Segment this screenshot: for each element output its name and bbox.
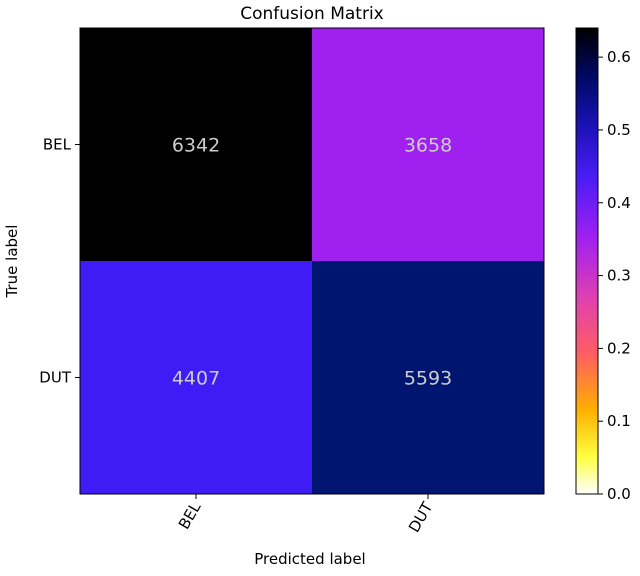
colorbar-tick-label: 0.6 bbox=[607, 48, 631, 66]
heatmap-value-labels: 6342 3658 4407 5593 bbox=[172, 135, 452, 390]
colorbar-tick-label: 0.4 bbox=[607, 194, 631, 212]
heatmap-cell-dut-dut bbox=[312, 261, 544, 494]
plot-frame bbox=[79, 27, 545, 495]
colorbar-tick-label: 0.1 bbox=[607, 412, 631, 430]
heatmap-cell-dut-bel bbox=[80, 261, 312, 494]
colorbar-tick-label: 0.2 bbox=[607, 339, 631, 357]
y-tick-label: BEL bbox=[43, 136, 72, 154]
colorbar-tick-label: 0.3 bbox=[607, 267, 631, 285]
colorbar-tick-label: 0.5 bbox=[607, 121, 631, 139]
cell-value-label: 5593 bbox=[404, 368, 452, 390]
x-tick-label: BEL bbox=[175, 498, 205, 532]
cell-value-label: 6342 bbox=[172, 135, 220, 157]
x-axis-ticks: BEL DUT bbox=[175, 494, 437, 535]
colorbar bbox=[575, 27, 599, 495]
y-tick-label: DUT bbox=[39, 369, 72, 387]
colorbar-tick-label: 0.0 bbox=[607, 485, 631, 503]
colorbar-ticks: 0.0 0.1 0.2 0.3 0.4 0.5 0.6 bbox=[598, 48, 631, 503]
chart-title: Confusion Matrix bbox=[240, 4, 384, 24]
heatmap-cells bbox=[80, 28, 544, 494]
heatmap-cell-bel-dut bbox=[312, 28, 544, 261]
x-axis-label: Predicted label bbox=[254, 550, 365, 568]
heatmap-cell-bel-bel bbox=[80, 28, 312, 261]
cell-value-label: 3658 bbox=[404, 135, 452, 157]
y-axis-label: True label bbox=[3, 225, 21, 299]
y-axis-ticks: BEL DUT bbox=[39, 136, 80, 387]
x-tick-label: DUT bbox=[405, 498, 437, 535]
cell-value-label: 4407 bbox=[172, 368, 220, 390]
